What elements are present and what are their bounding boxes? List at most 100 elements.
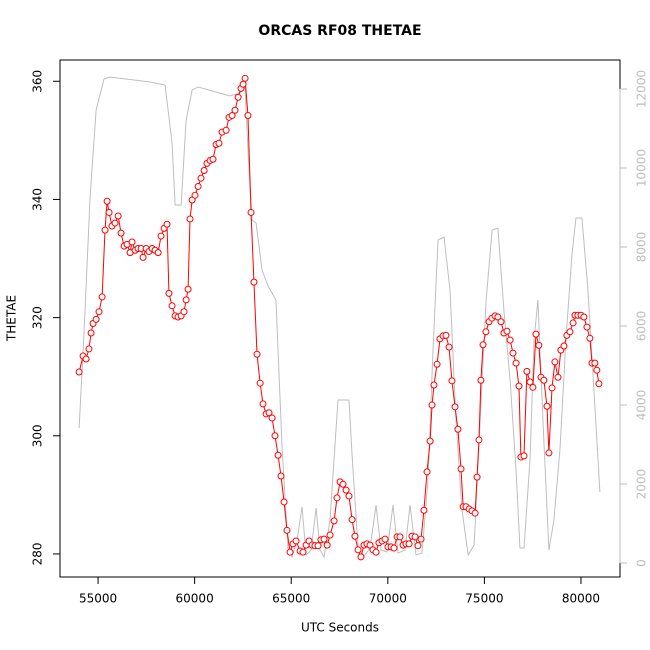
point — [473, 473, 481, 481]
y2-tick-label: 12000 — [635, 70, 649, 108]
point — [222, 126, 230, 134]
point — [595, 380, 603, 388]
point — [545, 449, 553, 457]
y2-tick-label: 4000 — [635, 390, 649, 421]
point — [105, 208, 113, 216]
point — [512, 359, 520, 367]
y2-tick-label: 6000 — [635, 311, 649, 342]
point — [420, 506, 428, 514]
point — [168, 302, 176, 310]
x-axis-label: UTC Seconds — [301, 621, 379, 635]
point — [292, 537, 300, 545]
point — [157, 232, 165, 240]
point — [241, 74, 249, 82]
point — [320, 535, 328, 543]
point — [280, 498, 288, 506]
point — [197, 174, 205, 182]
point — [357, 553, 365, 561]
point — [234, 93, 242, 101]
y2-tick-label: 10000 — [635, 149, 649, 187]
point — [154, 249, 162, 257]
point — [569, 319, 577, 327]
point — [239, 80, 247, 88]
point — [323, 541, 331, 549]
point — [529, 383, 537, 391]
point — [228, 112, 236, 120]
point — [244, 112, 252, 120]
point — [247, 208, 255, 216]
point — [428, 401, 436, 409]
point — [330, 517, 338, 525]
point — [448, 377, 456, 385]
point — [411, 533, 419, 541]
point — [591, 359, 599, 367]
point — [566, 328, 574, 336]
point — [87, 329, 95, 337]
point — [381, 535, 389, 543]
x-tick-label: 75000 — [465, 592, 503, 606]
point — [433, 360, 441, 368]
point — [85, 345, 93, 353]
point — [475, 436, 483, 444]
point — [182, 296, 190, 304]
point — [543, 402, 551, 410]
point — [396, 533, 404, 541]
point — [139, 253, 147, 261]
point — [200, 166, 208, 174]
point — [506, 336, 514, 344]
point — [390, 544, 398, 552]
point — [268, 414, 276, 422]
point — [560, 342, 568, 350]
point — [515, 382, 523, 390]
x-tick-label: 65000 — [272, 592, 310, 606]
point — [509, 349, 517, 357]
point — [477, 376, 485, 384]
point — [548, 384, 556, 392]
x-tick-label: 70000 — [369, 592, 407, 606]
point — [114, 212, 122, 220]
x-tick-label: 60000 — [176, 592, 214, 606]
y-tick-label: 280 — [31, 543, 45, 566]
point — [457, 465, 465, 473]
point — [165, 289, 173, 297]
point — [256, 379, 264, 387]
point — [442, 331, 450, 339]
point — [354, 546, 362, 554]
chart-title: ORCAS RF08 THETAE — [258, 23, 421, 39]
point — [479, 341, 487, 349]
point — [423, 468, 431, 476]
point — [333, 494, 341, 502]
point — [414, 542, 422, 550]
point — [339, 480, 347, 488]
point — [82, 355, 90, 363]
point — [191, 191, 199, 199]
point — [342, 486, 350, 494]
point — [75, 368, 83, 376]
point — [554, 373, 562, 381]
point — [551, 358, 559, 366]
point — [580, 313, 588, 321]
point — [326, 531, 334, 539]
point — [117, 229, 125, 237]
point — [503, 327, 511, 335]
point — [348, 516, 356, 524]
y-tick-label: 360 — [31, 70, 45, 93]
point — [111, 219, 119, 227]
point — [231, 106, 239, 114]
point — [482, 328, 490, 336]
point — [494, 313, 502, 321]
point — [523, 367, 531, 375]
point — [417, 535, 425, 543]
point — [186, 215, 194, 223]
line — [78, 76, 601, 559]
point — [265, 409, 273, 417]
point — [286, 548, 294, 556]
point — [184, 285, 192, 293]
y-tick-label: 340 — [31, 188, 45, 211]
y2-tick-label: 2000 — [635, 469, 649, 500]
x-tick-label: 55000 — [79, 592, 117, 606]
point — [445, 343, 453, 351]
point — [128, 238, 136, 246]
point — [209, 155, 217, 163]
